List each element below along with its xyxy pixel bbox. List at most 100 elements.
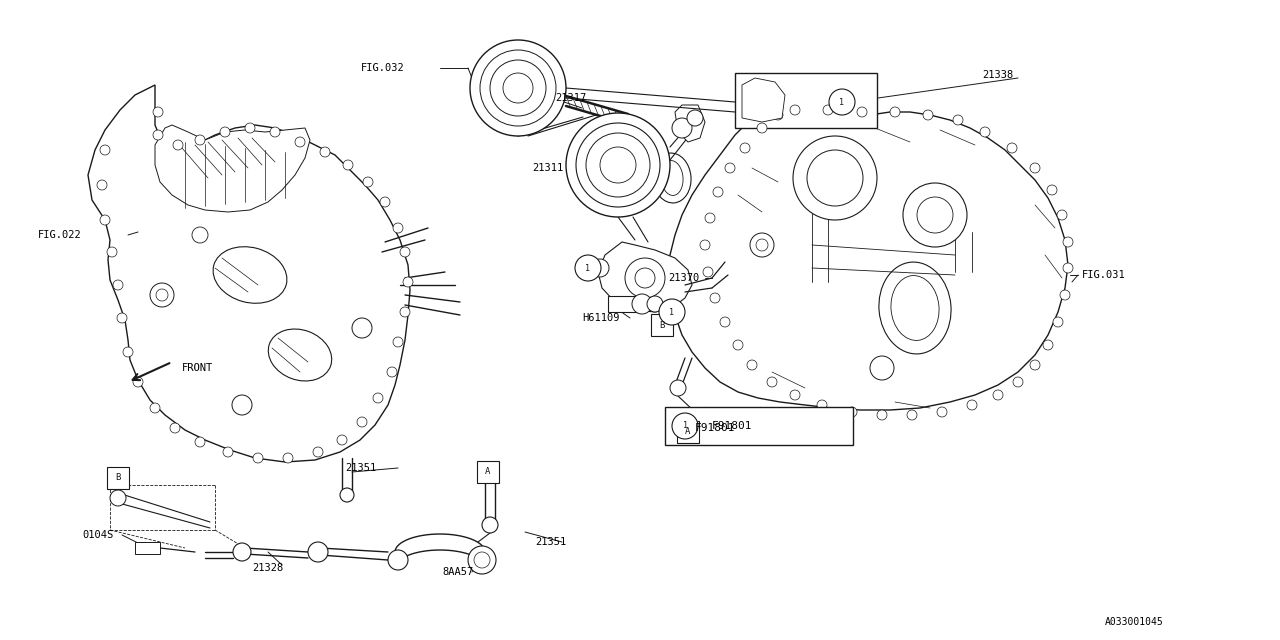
Circle shape [113,280,123,290]
Circle shape [399,307,410,317]
Circle shape [244,123,255,133]
Ellipse shape [891,276,940,340]
Text: F91801: F91801 [712,421,753,431]
Circle shape [1012,377,1023,387]
Circle shape [923,110,933,120]
Circle shape [703,267,713,277]
Circle shape [480,50,556,126]
Circle shape [750,233,774,257]
Circle shape [1043,340,1053,350]
Circle shape [672,413,698,439]
Bar [477,461,499,483]
Circle shape [388,550,408,570]
Circle shape [1030,360,1039,370]
Circle shape [566,113,669,217]
Circle shape [490,60,547,116]
Circle shape [700,240,710,250]
Circle shape [352,318,372,338]
Circle shape [393,337,403,347]
Bar [735,73,877,128]
Circle shape [756,123,767,133]
Circle shape [1062,237,1073,247]
Polygon shape [675,105,705,142]
Circle shape [470,40,566,136]
Circle shape [150,283,174,307]
Text: H61109: H61109 [582,313,620,323]
Circle shape [710,293,719,303]
Text: FRONT: FRONT [182,363,214,373]
Text: 21328: 21328 [252,563,283,573]
Circle shape [314,447,323,457]
Circle shape [1060,290,1070,300]
Circle shape [748,360,756,370]
Circle shape [773,110,783,120]
Circle shape [337,435,347,445]
Circle shape [954,115,963,125]
Bar [666,407,852,445]
Circle shape [858,107,867,117]
Circle shape [847,407,858,417]
Circle shape [1057,210,1068,220]
Text: 8AA57: 8AA57 [442,567,474,577]
Circle shape [625,258,666,298]
Circle shape [232,395,252,415]
Text: FIG.032: FIG.032 [361,63,404,73]
Circle shape [713,187,723,197]
Circle shape [357,417,367,427]
Text: FIG.031: FIG.031 [1082,270,1125,280]
Bar [134,542,160,554]
Circle shape [902,183,966,247]
Circle shape [790,390,800,400]
Circle shape [890,107,900,117]
Circle shape [387,367,397,377]
Circle shape [340,488,355,502]
Circle shape [97,180,108,190]
Circle shape [110,490,125,506]
Circle shape [283,453,293,463]
Circle shape [270,127,280,137]
Circle shape [635,268,655,288]
Text: 21370: 21370 [668,273,699,283]
Text: 21338: 21338 [982,70,1014,80]
Circle shape [108,247,116,257]
Text: B: B [115,474,120,483]
Circle shape [170,423,180,433]
Circle shape [116,313,127,323]
Circle shape [600,147,636,183]
Circle shape [133,377,143,387]
Circle shape [705,213,716,223]
Circle shape [154,130,163,140]
Circle shape [669,380,686,396]
Bar [677,421,699,443]
Circle shape [503,73,532,103]
Circle shape [154,107,163,117]
Circle shape [123,347,133,357]
Bar [652,314,673,336]
Circle shape [220,127,230,137]
Circle shape [724,163,735,173]
Bar [608,296,643,312]
Circle shape [223,447,233,457]
Circle shape [687,110,703,126]
Circle shape [156,289,168,301]
Circle shape [576,123,660,207]
Circle shape [343,160,353,170]
Text: 21351: 21351 [535,537,566,547]
Circle shape [173,140,183,150]
Circle shape [1007,143,1018,153]
Ellipse shape [269,329,332,381]
Circle shape [308,542,328,562]
Circle shape [1053,317,1062,327]
Text: FIG.022: FIG.022 [38,230,82,240]
Text: A: A [685,428,691,436]
Circle shape [767,377,777,387]
Circle shape [877,410,887,420]
Circle shape [1030,163,1039,173]
Circle shape [468,546,497,574]
Circle shape [575,255,602,281]
Ellipse shape [660,161,684,195]
Circle shape [591,259,609,277]
Circle shape [829,89,855,115]
Circle shape [823,105,833,115]
Circle shape [100,215,110,225]
